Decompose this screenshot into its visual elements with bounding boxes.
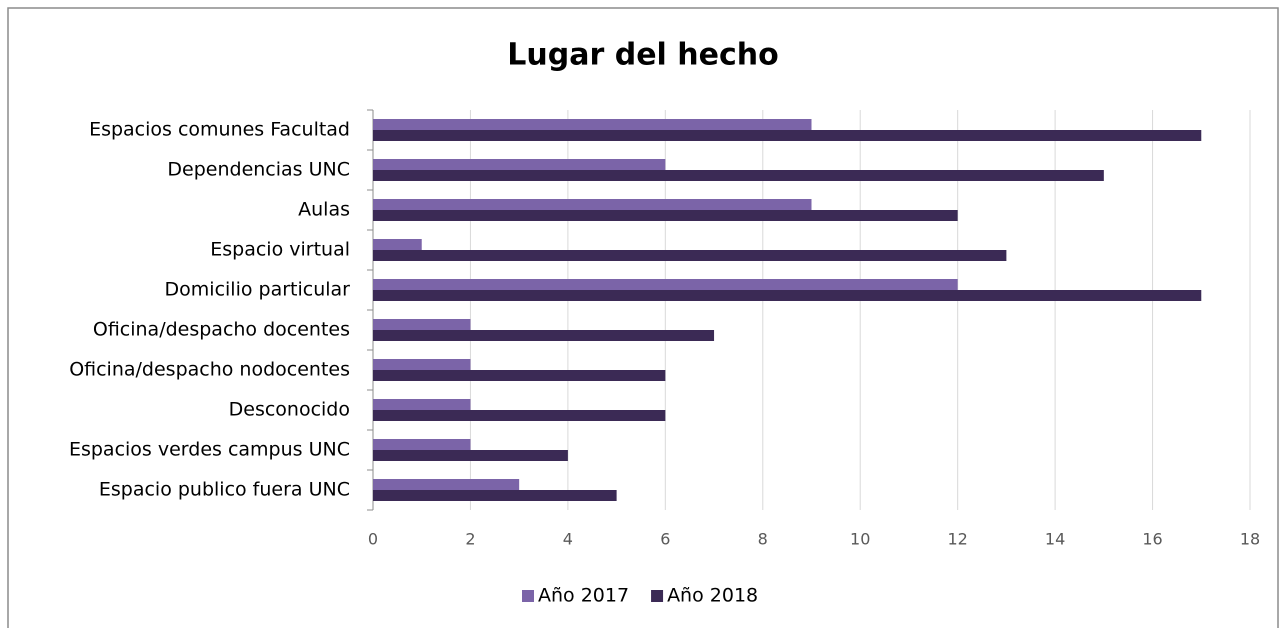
x-tick-label: 0 bbox=[368, 530, 378, 549]
legend-label: Año 2018 bbox=[667, 585, 758, 607]
bar bbox=[373, 319, 471, 330]
legend-label: Año 2017 bbox=[538, 585, 629, 607]
y-tick-label: Domicilio particular bbox=[165, 279, 351, 301]
bar bbox=[373, 359, 471, 370]
bar bbox=[373, 290, 1202, 301]
x-tick-label: 18 bbox=[1240, 530, 1260, 549]
x-tick-label: 12 bbox=[947, 530, 967, 549]
x-tick-label: 8 bbox=[758, 530, 768, 549]
x-tick-label: 10 bbox=[850, 530, 870, 549]
y-tick-label: Espacio publico fuera UNC bbox=[99, 479, 350, 501]
bar bbox=[373, 479, 520, 490]
y-tick-label: Espacio virtual bbox=[210, 239, 350, 261]
bar bbox=[373, 370, 666, 381]
bar bbox=[373, 490, 617, 501]
y-tick-label: Dependencias UNC bbox=[167, 159, 350, 181]
y-tick-label: Oficina/despacho docentes bbox=[93, 319, 350, 341]
bar bbox=[373, 439, 471, 450]
bar bbox=[373, 159, 666, 170]
x-tick-label: 4 bbox=[563, 530, 573, 549]
bar bbox=[373, 239, 422, 250]
chart-frame bbox=[7, 7, 1279, 632]
y-tick-label: Aulas bbox=[298, 199, 350, 221]
x-tick-label: 2 bbox=[465, 530, 475, 549]
bar bbox=[373, 199, 812, 210]
legend-swatch bbox=[651, 590, 664, 602]
bar bbox=[373, 399, 471, 410]
chart-title: Lugar del hecho bbox=[507, 38, 778, 73]
bar bbox=[373, 119, 812, 130]
bar bbox=[373, 450, 568, 461]
y-tick-label: Oficina/despacho nodocentes bbox=[69, 359, 350, 381]
bar bbox=[373, 410, 666, 421]
y-tick-label: Desconocido bbox=[229, 399, 350, 421]
x-tick-label: 6 bbox=[660, 530, 670, 549]
bar bbox=[373, 279, 958, 290]
y-tick-label: Espacios comunes Facultad bbox=[89, 119, 350, 141]
legend-swatch bbox=[522, 590, 534, 602]
x-tick-label: 14 bbox=[1045, 530, 1065, 549]
bar bbox=[373, 330, 715, 341]
bar bbox=[373, 250, 1007, 261]
bar bbox=[373, 130, 1202, 141]
bar bbox=[373, 210, 958, 221]
bar bbox=[373, 170, 1104, 181]
x-tick-label: 16 bbox=[1142, 530, 1162, 549]
y-tick-label: Espacios verdes campus UNC bbox=[69, 439, 350, 461]
